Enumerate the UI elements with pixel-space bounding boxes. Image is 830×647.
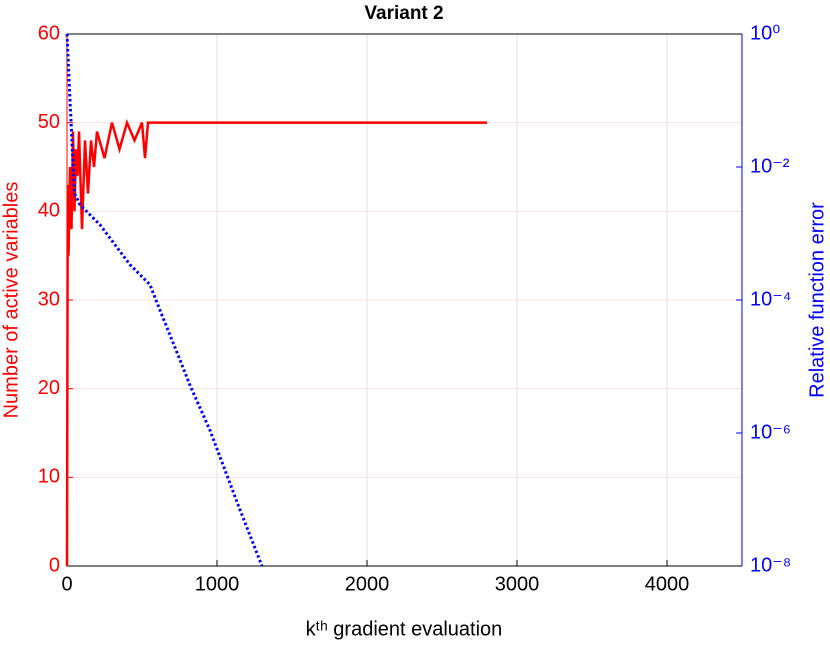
y-tick-label: 40 [38,200,60,222]
y2-tick-label: 10⁻⁸ [750,554,791,576]
y2-tick-label: 10⁻⁶ [750,421,791,443]
y2-axis-label: Relative function error [806,202,828,398]
series-line [65,118,487,567]
y-tick-label: 30 [38,288,60,310]
y-tick-label: 50 [38,111,60,133]
x-tick-label: 1000 [195,573,240,595]
y2-tick-label: 10⁻² [750,155,790,177]
y-tick-label: 20 [38,377,60,399]
x-tick-label: 0 [61,573,72,595]
y2-tick-label: 10⁰ [750,22,780,44]
y-axis-label: Number of active variables [0,182,22,419]
x-tick-label: 4000 [645,573,690,595]
x-tick-label: 3000 [495,573,540,595]
y2-tick-label: 10⁻⁴ [750,288,791,310]
series-line [65,33,264,567]
chart-title: Variant 2 [364,3,443,24]
y-tick-label: 10 [38,466,60,488]
x-tick-label: 2000 [345,573,390,595]
x-axis-label: kᵗʰ gradient evaluation [306,618,503,640]
y-tick-label: 60 [38,22,60,44]
y-tick-label: 0 [49,554,60,576]
